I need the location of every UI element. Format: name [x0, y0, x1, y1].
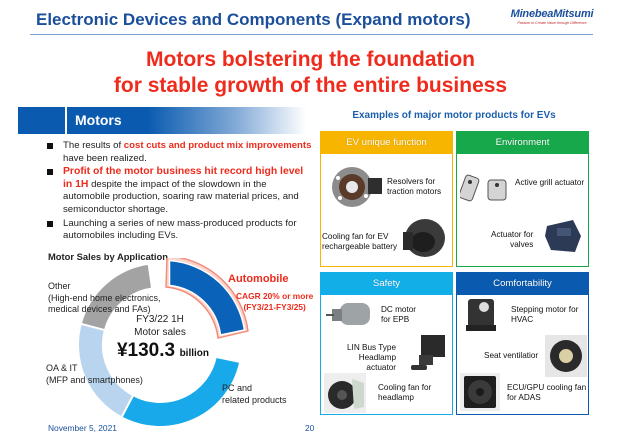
- products-title: Examples of major motor products for EVs: [352, 110, 556, 121]
- segment-oa-it: [77, 322, 135, 419]
- headlamp-fan-photo-icon: [324, 373, 366, 413]
- category-ev-unique: EV unique function Resolvers for tractio…: [320, 131, 453, 267]
- logo-name: MinebeaMitsumi: [510, 8, 594, 20]
- category-comfortability: Comfortability Stepping motor for HVAC S…: [456, 272, 589, 415]
- item-label: Actuator for valves: [491, 230, 534, 249]
- bullet-item: Profit of the motor business hit record …: [45, 166, 315, 216]
- donut-center-caption: Motor sales: [134, 327, 186, 338]
- square-bullet-icon: [47, 143, 53, 149]
- item-label: DC motor for EPB: [381, 305, 417, 324]
- chart-title: Motor Sales by Application: [48, 251, 168, 262]
- headlamp-actuator-photo-icon: [411, 335, 445, 370]
- label-other: Other (High-end home electronics, medica…: [48, 281, 161, 314]
- donut-chart: [77, 258, 249, 428]
- grill-actuator-photo-icon: [460, 174, 507, 202]
- label-cagr: CAGR 20% or more (FY3/21-FY3/25): [236, 291, 314, 312]
- category-safety: Safety DC motor for EPB LIN Bus Type Hea…: [320, 272, 453, 415]
- item-label: Stepping motor for HVAC: [511, 305, 579, 324]
- label-automobile: Automobile: [228, 273, 289, 285]
- item-label: Cooling fan for headlamp: [378, 383, 432, 402]
- segment-automobile: [168, 259, 246, 336]
- page-number: 20: [305, 423, 315, 433]
- donut-center-value: ¥130.3 billion: [116, 340, 210, 361]
- section-banner: Motors: [18, 107, 306, 134]
- bullet-item: Launching a series of new mass-produced …: [45, 218, 315, 243]
- valve-actuator-photo-icon: [545, 220, 581, 252]
- item-label: Cooling fan for EV rechargeable battery: [322, 232, 398, 251]
- bullet-list: The results of cost cuts and product mix…: [45, 140, 315, 244]
- logo-tagline: Passion to Create Value through Differen…: [517, 21, 587, 25]
- resolver-photo-icon: [332, 167, 382, 207]
- headline: Motors bolstering the foundation for sta…: [0, 47, 621, 99]
- headline-line-1: Motors bolstering the foundation: [146, 48, 475, 71]
- square-bullet-icon: [47, 169, 53, 176]
- ecu-fan-photo-icon: [460, 373, 500, 411]
- cooling-fan-photo-icon: [403, 219, 445, 257]
- headline-line-2: for stable growth of the entire business: [113, 74, 508, 97]
- segment-other: [79, 262, 154, 332]
- label-pc: PC and related products: [222, 383, 287, 405]
- segment-pc: [120, 355, 242, 428]
- stepping-motor-photo-icon: [466, 299, 496, 331]
- slide-title: Electronic Devices and Components (Expan…: [36, 10, 471, 29]
- banner-separator: [65, 107, 67, 134]
- category-header: Environment: [457, 132, 588, 154]
- category-header: EV unique function: [321, 132, 452, 154]
- category-environment: Environment Active grill actuator Actuat…: [456, 131, 589, 267]
- bullet-item: The results of cost cuts and product mix…: [45, 140, 315, 165]
- dc-motor-photo-icon: [326, 303, 370, 325]
- donut-center-period: FY3/22 1H: [136, 314, 184, 325]
- seat-fan-photo-icon: [545, 335, 587, 377]
- item-label: Resolvers for traction motors: [387, 177, 442, 196]
- category-header: Safety: [321, 273, 452, 295]
- category-header: Comfortability: [457, 273, 588, 295]
- square-bullet-icon: [47, 220, 53, 227]
- title-divider: [30, 34, 593, 35]
- banner-label: Motors: [75, 112, 122, 128]
- item-label: Active grill actuator: [515, 178, 585, 187]
- label-oa-it: OA & IT (MFP and smartphones): [46, 363, 143, 385]
- item-label: ECU/GPU cooling fan for ADAS: [507, 383, 587, 402]
- company-logo: MinebeaMitsumi Passion to Create Value t…: [497, 8, 607, 25]
- item-label: Seat ventilatior: [484, 351, 539, 360]
- footer-date: November 5, 2021: [48, 423, 117, 433]
- item-label: LIN Bus Type Headlamp actuator: [347, 343, 397, 372]
